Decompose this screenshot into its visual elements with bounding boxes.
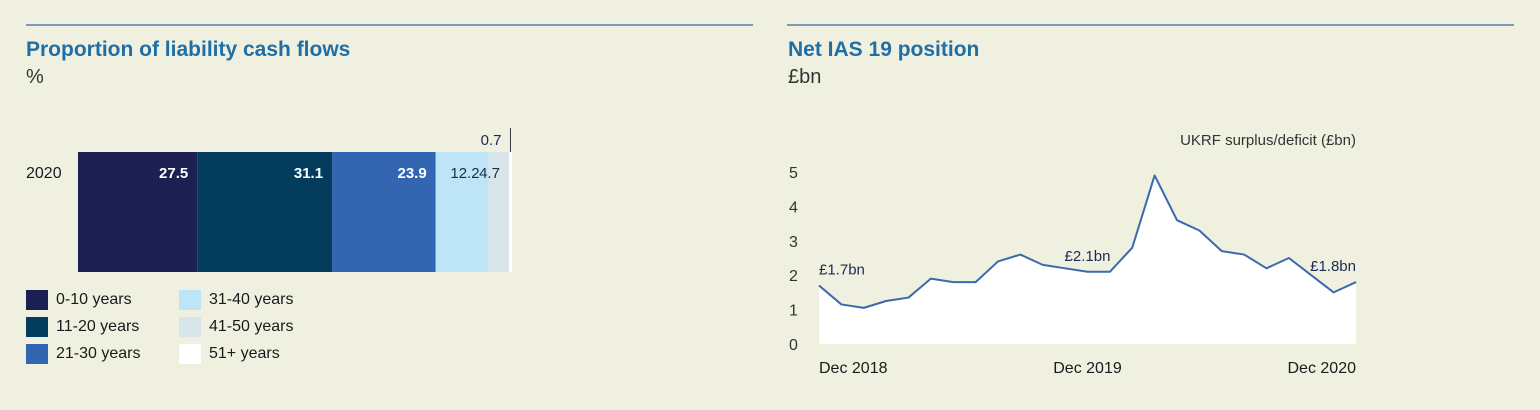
top-rule xyxy=(26,24,753,26)
legend-label: 21-30 years xyxy=(56,345,141,362)
legend-label: 41-50 years xyxy=(209,318,294,335)
bar-segment-1 xyxy=(78,152,198,272)
legend-item: 31-40 years xyxy=(179,290,294,310)
liability-cash-flows-panel: Proportion of liability cash flows % 202… xyxy=(26,24,753,364)
series-label: UKRF surplus/deficit (£bn) xyxy=(1180,132,1356,149)
legend-label: 0-10 years xyxy=(56,291,132,308)
legend-label: 51+ years xyxy=(209,345,280,362)
bar-segment-2 xyxy=(197,152,333,272)
legend-item: 51+ years xyxy=(179,344,280,364)
legend-label: 31-40 years xyxy=(209,291,294,308)
legend-item: 21-30 years xyxy=(26,344,141,364)
bar-label-5: 4.7 xyxy=(479,165,500,182)
bar-label-1: 27.5 xyxy=(159,165,188,182)
legend-swatch xyxy=(26,344,48,364)
y-tick-label: 1 xyxy=(789,303,798,320)
legend-swatch xyxy=(179,344,201,364)
bar-segment-5 xyxy=(488,152,509,272)
point-annotation: £2.1bn xyxy=(1065,248,1111,265)
x-tick-label: Dec 2020 xyxy=(1288,360,1357,377)
chart-title: Net IAS 19 position xyxy=(788,38,980,61)
stacked-bar-chart: 2020 27.5 31.1 23.9 12.2 4.7 0.7 xyxy=(26,128,512,272)
series-line xyxy=(818,174,1357,309)
legend-swatch xyxy=(26,290,48,310)
x-tick-label: Dec 2019 xyxy=(1053,360,1122,377)
net-ias19-panel: Net IAS 19 position £bn UKRF surplus/def… xyxy=(770,0,1540,410)
y-tick-label: 3 xyxy=(789,234,798,251)
legend-swatch xyxy=(179,290,201,310)
legend-item: 41-50 years xyxy=(179,317,294,337)
y-tick-label: 0 xyxy=(789,337,798,354)
bar-segment-3 xyxy=(332,152,436,272)
chart-title: Proportion of liability cash flows xyxy=(26,38,351,61)
legend-item: 0-10 years xyxy=(26,290,132,310)
legend-swatch xyxy=(26,317,48,337)
bar-segment-6 xyxy=(508,152,512,272)
bar-label-4: 12.2 xyxy=(450,165,479,182)
bar-label-2: 31.1 xyxy=(294,165,323,182)
area-chart: UKRF surplus/deficit (£bn) 0 1 2 3 4 5 £1.7bn £2… xyxy=(789,132,1357,377)
y-tick-label: 2 xyxy=(789,268,798,285)
legend-item: 11-20 years xyxy=(26,317,139,337)
y-tick-label: 4 xyxy=(789,199,798,216)
chart-unit: % xyxy=(26,66,44,88)
top-rule xyxy=(787,24,1514,26)
x-tick-label: Dec 2018 xyxy=(819,360,888,377)
y-tick-label: 5 xyxy=(789,165,798,182)
point-annotation: £1.7bn xyxy=(819,262,865,279)
legend-swatch xyxy=(179,317,201,337)
bar-label-3: 23.9 xyxy=(397,165,426,182)
chart-unit: £bn xyxy=(788,66,822,88)
bar-label-6: 0.7 xyxy=(481,132,502,149)
bar-segment-4 xyxy=(435,152,489,272)
legend-label: 11-20 years xyxy=(56,318,140,335)
point-annotation: £1.8bn xyxy=(1310,258,1356,275)
category-label: 2020 xyxy=(26,165,62,182)
area-fill xyxy=(819,175,1356,344)
